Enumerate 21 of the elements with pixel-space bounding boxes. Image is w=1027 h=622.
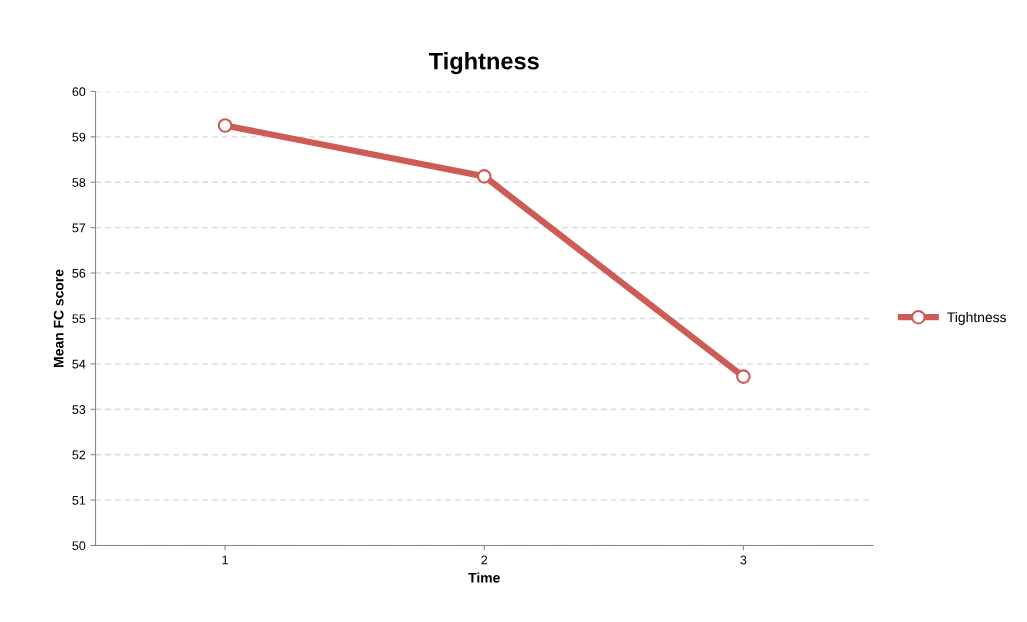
y-tick-label: 52 <box>72 450 86 460</box>
point <box>736 369 751 384</box>
legend-label: Tightness <box>947 311 1007 325</box>
point <box>217 118 233 133</box>
y-tick-label: 56 <box>72 268 86 278</box>
y-axis-title: Mean FC score <box>53 269 64 367</box>
x-axis-title: Time <box>468 572 500 583</box>
x-tick-label: 2 <box>481 555 488 565</box>
x-tick-label: 1 <box>222 555 228 565</box>
y-tick-label: 57 <box>72 223 86 233</box>
y-tick-label: 58 <box>72 178 86 187</box>
y-tick-label: 60 <box>72 87 86 97</box>
point <box>476 169 492 184</box>
y-tick-label: 50 <box>72 541 86 551</box>
x-tick-label: 3 <box>740 555 747 565</box>
y-tick-label: 59 <box>72 132 86 142</box>
y-tick-label: 54 <box>72 359 86 369</box>
y-tick-label: 51 <box>72 496 86 505</box>
y-tick-label: 53 <box>72 405 86 414</box>
chart-title: Tightness <box>428 52 539 75</box>
y-tick-label: 55 <box>72 314 86 324</box>
